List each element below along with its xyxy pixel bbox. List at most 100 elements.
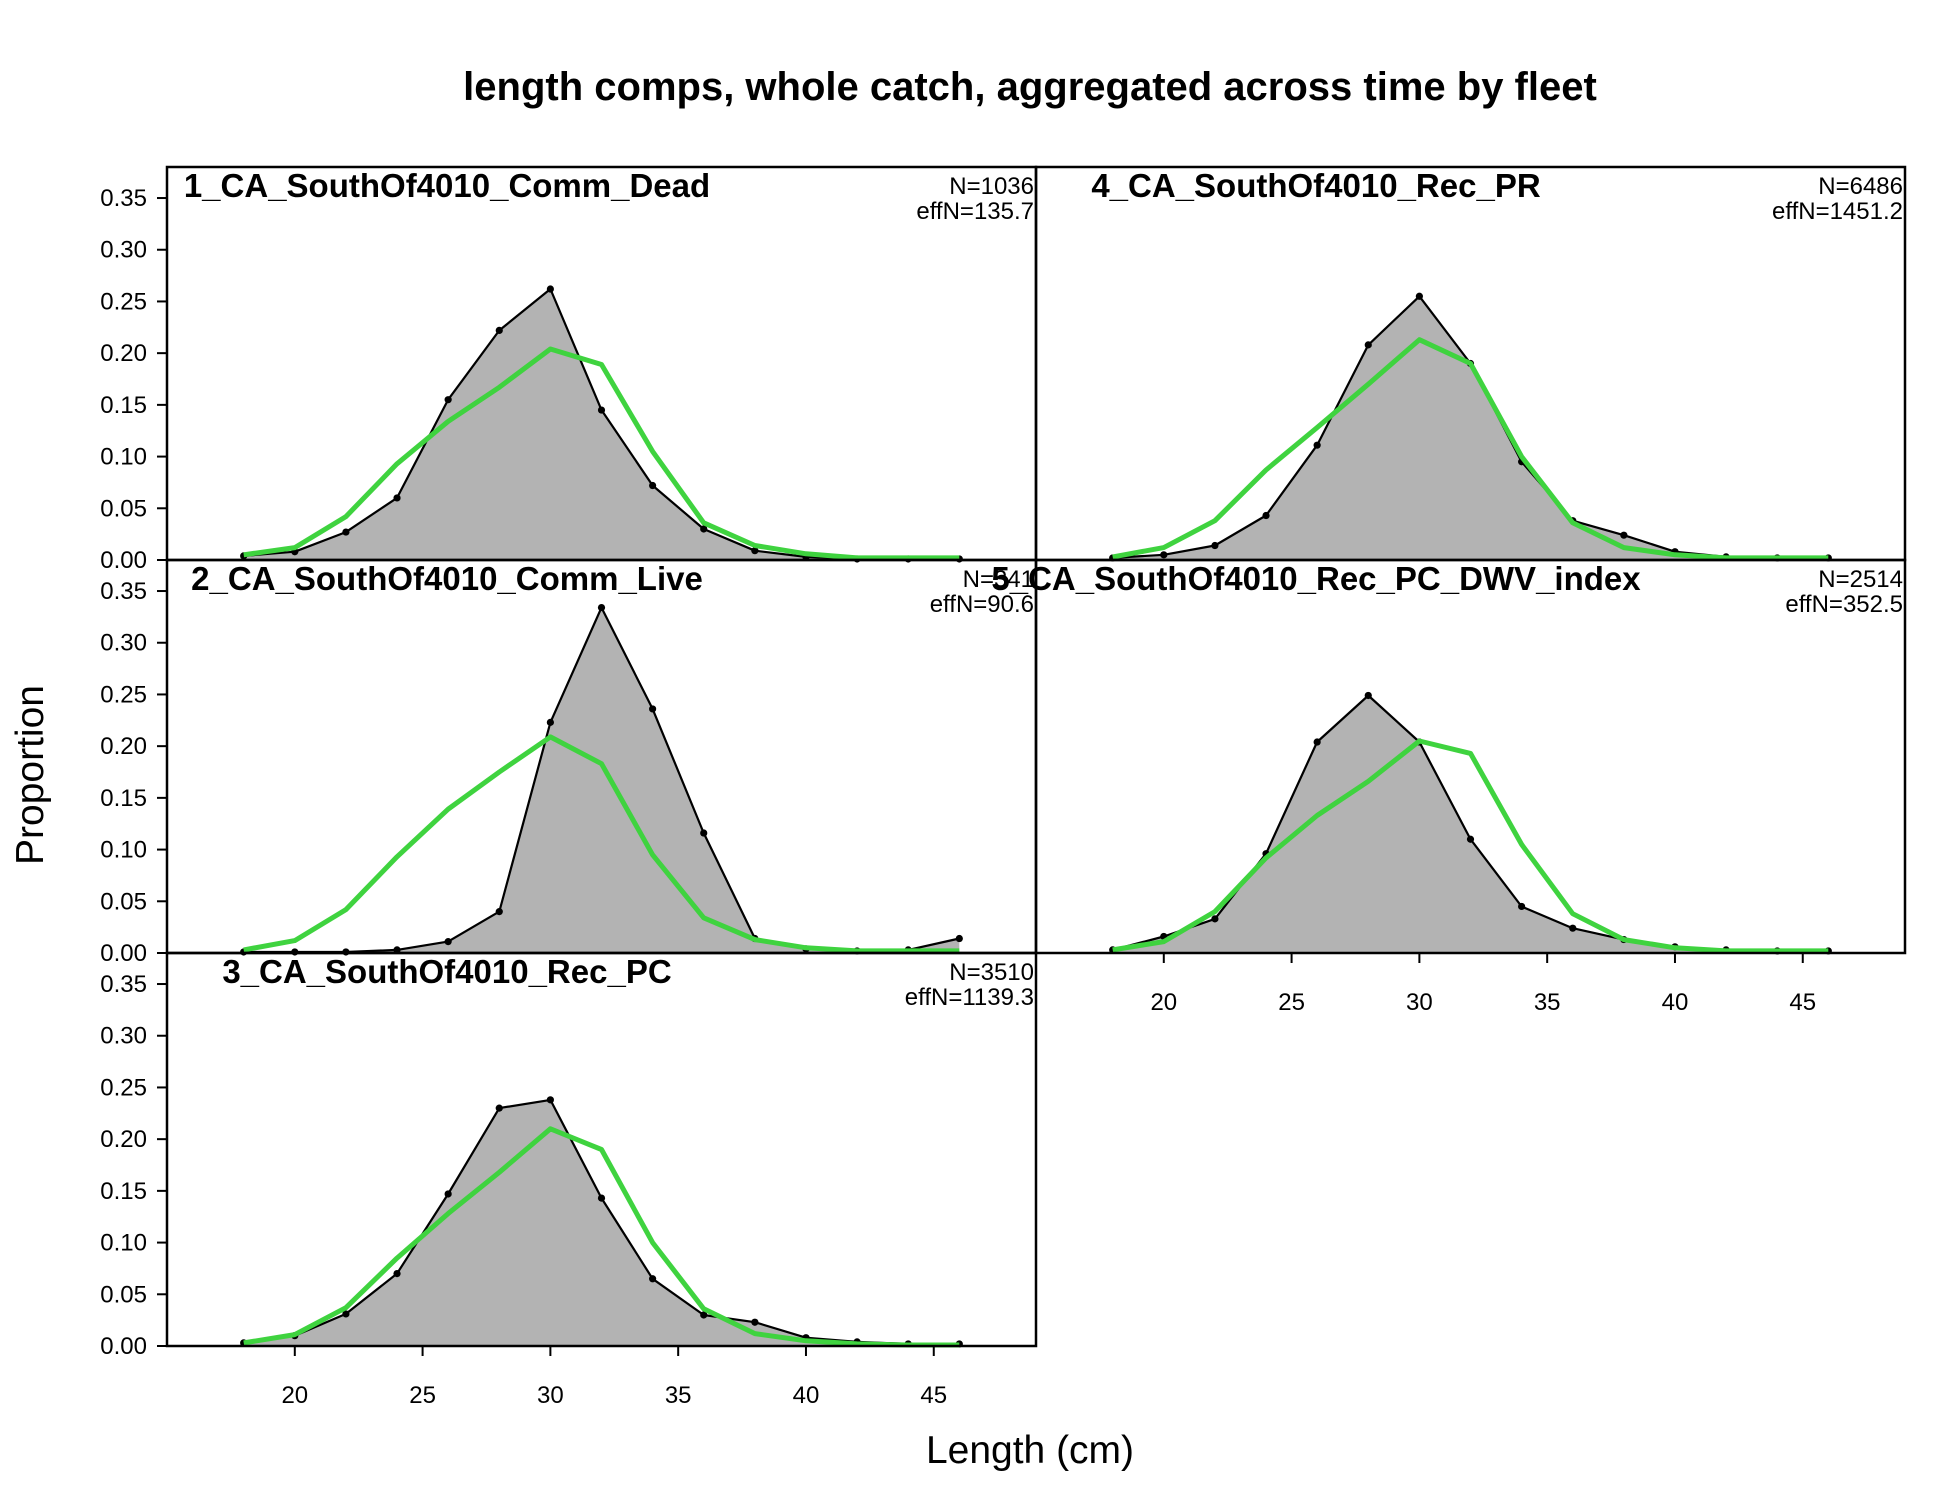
y-tick-label: 0.15 [100, 1178, 147, 1205]
effn-label: effN=135.7 [916, 198, 1034, 225]
observed-point [649, 705, 657, 713]
panel-title: 5_CA_SouthOf4010_Rec_PC_DWV_index [991, 560, 1641, 597]
y-tick-label: 0.10 [100, 1230, 147, 1257]
x-tick-label: 40 [1662, 989, 1689, 1016]
n-label: N=1036 [949, 173, 1034, 200]
x-tick-label: 25 [1278, 989, 1305, 1016]
y-tick-label: 0.35 [100, 971, 147, 998]
y-tick-label: 0.00 [100, 1333, 147, 1360]
observed-point [1364, 341, 1372, 349]
observed-point [1415, 292, 1423, 300]
x-tick-label: 30 [537, 1382, 564, 1409]
y-tick-label: 0.30 [100, 630, 147, 657]
x-tick-label: 40 [793, 1382, 820, 1409]
panels-group: 1_CA_SouthOf4010_Comm_Dead N=1036effN=135… [100, 165, 1907, 1409]
x-tick-label: 20 [281, 1382, 308, 1409]
panel-1: 1_CA_SouthOf4010_Comm_Dead N=1036effN=135… [100, 165, 1038, 574]
observed-point [1211, 541, 1219, 550]
chart-title: length comps, whole catch, aggregated ac… [463, 65, 1597, 109]
x-tick-label: 35 [1534, 989, 1561, 1016]
observed-point [393, 946, 401, 954]
observed-point [393, 494, 401, 502]
observed-point [495, 908, 503, 916]
y-tick-label: 0.00 [100, 940, 147, 967]
y-axis-title: Proportion [9, 685, 52, 865]
panel-title: 4_CA_SouthOf4010_Rec_PR [1091, 167, 1541, 204]
effn-label: effN=90.6 [930, 591, 1034, 618]
observed-point [1313, 441, 1321, 449]
panel-title: 3_CA_SouthOf4010_Rec_PC [222, 953, 671, 990]
effn-label: effN=1139.3 [905, 984, 1034, 1011]
observed-point [649, 1275, 657, 1283]
y-tick-label: 0.10 [100, 444, 147, 471]
observed-area [243, 289, 960, 560]
effn-label: effN=1451.2 [1772, 198, 1903, 225]
observed-point [751, 1318, 759, 1326]
observed-point [546, 285, 554, 293]
y-tick-label: 0.15 [100, 785, 147, 812]
x-tick-label: 30 [1406, 989, 1433, 1016]
panel-title: 2_CA_SouthOf4010_Comm_Live [191, 560, 703, 597]
panel-frame [1034, 558, 1907, 955]
observed-point [700, 1311, 708, 1319]
observed-point [495, 1104, 503, 1112]
x-tick-label: 45 [1789, 989, 1816, 1016]
y-tick-label: 0.25 [100, 1074, 147, 1101]
x-tick-label: 35 [665, 1382, 692, 1409]
observed-area [1112, 695, 1829, 953]
y-tick-label: 0.05 [100, 495, 147, 522]
observed-point [444, 396, 452, 404]
n-label: N=341 [963, 566, 1034, 593]
panel-3: 3_CA_SouthOf4010_Rec_PC N=3510effN=1139.3… [100, 951, 1038, 1409]
y-tick-label: 0.20 [100, 733, 147, 760]
expected-line [243, 734, 960, 954]
y-tick-label: 0.30 [100, 1023, 147, 1050]
observed-point [1518, 902, 1526, 911]
observed-point [495, 326, 503, 335]
x-tick-label: 20 [1150, 989, 1177, 1016]
observed-point [1364, 691, 1372, 700]
observed-point [546, 1096, 554, 1104]
x-axis-title: Length (cm) [926, 1429, 1134, 1472]
effn-label: effN=352.5 [1785, 591, 1903, 618]
y-tick-label: 0.00 [100, 547, 147, 574]
panel-5: 5_CA_SouthOf4010_Rec_PC_DWV_index N=2514e… [991, 558, 1907, 1016]
observed-point [342, 1310, 350, 1318]
y-tick-label: 0.05 [100, 1281, 147, 1308]
expected-line [243, 346, 960, 561]
observed-point [597, 406, 606, 414]
observed-area [243, 1099, 960, 1346]
y-tick-label: 0.30 [100, 237, 147, 264]
observed-point [597, 1194, 606, 1202]
y-tick-label: 0.20 [100, 1126, 147, 1153]
observed-point [751, 547, 759, 555]
panel-frame [165, 951, 1038, 1348]
y-tick-label: 0.35 [100, 185, 147, 212]
x-tick-label: 45 [920, 1382, 947, 1409]
y-tick-label: 0.35 [100, 578, 147, 605]
y-tick-label: 0.10 [100, 837, 147, 864]
observed-point [700, 829, 708, 837]
observed-point [700, 525, 708, 533]
observed-point [444, 1190, 452, 1198]
y-tick-label: 0.25 [100, 681, 147, 708]
expected-line [243, 1126, 960, 1348]
observed-point [1262, 511, 1270, 520]
n-label: N=3510 [949, 959, 1034, 986]
y-tick-label: 0.15 [100, 392, 147, 419]
observed-point [649, 481, 657, 490]
observed-area [1112, 296, 1829, 560]
y-tick-label: 0.05 [100, 888, 147, 915]
observed-point [597, 603, 606, 612]
expected-line [1112, 337, 1829, 561]
expected-line [1112, 738, 1829, 954]
observed-point [342, 528, 350, 536]
observed-point [1569, 924, 1577, 932]
observed-point [1211, 915, 1219, 923]
observed-point [393, 1270, 401, 1278]
n-label: N=6486 [1818, 173, 1903, 200]
panel-title: 1_CA_SouthOf4010_Comm_Dead [184, 167, 710, 204]
